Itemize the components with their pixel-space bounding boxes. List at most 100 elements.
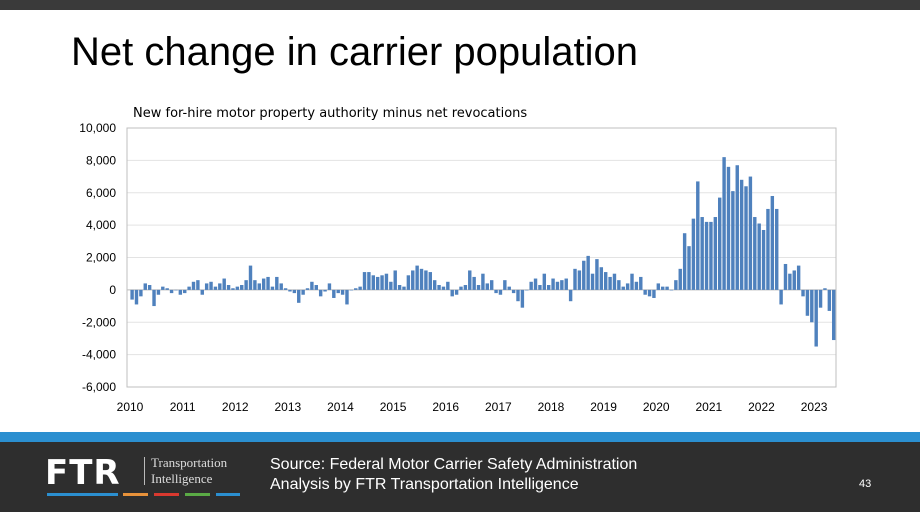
bar	[582, 260, 586, 290]
bar	[288, 289, 292, 292]
bar	[235, 286, 240, 290]
bar	[332, 289, 336, 298]
bar	[209, 281, 213, 290]
logo-color-line	[47, 493, 118, 496]
logo-color-line	[123, 493, 148, 496]
y-tick-label: 4,000	[86, 218, 116, 232]
bar	[191, 281, 196, 290]
bar-chart: 10,000 8,000 6,000 4,000 2,000 0 -2,000 -4,000 -…	[79, 121, 837, 414]
bar	[432, 280, 437, 290]
bar	[468, 270, 472, 290]
bar	[687, 246, 691, 290]
bar	[226, 285, 231, 290]
y-tick-label: -4,000	[82, 348, 116, 362]
bar	[718, 197, 722, 290]
bar	[200, 289, 204, 295]
x-tick-label: 2020	[643, 400, 670, 414]
bar	[498, 289, 503, 295]
bar	[178, 289, 183, 295]
bar	[253, 280, 257, 290]
page-number: 43	[859, 478, 872, 490]
chart-title: New for-hire motor property authority mi…	[133, 106, 528, 121]
bar	[722, 157, 726, 290]
bar	[305, 288, 310, 290]
bar	[384, 273, 389, 290]
bar	[630, 273, 634, 290]
bar	[818, 289, 823, 308]
bar	[805, 289, 810, 316]
bar	[222, 278, 226, 290]
bar	[380, 275, 384, 290]
bar	[691, 218, 696, 290]
bar	[349, 289, 354, 291]
bar	[134, 289, 139, 305]
bar	[231, 288, 235, 290]
bar	[152, 289, 156, 307]
bar	[489, 280, 494, 290]
bar	[314, 285, 318, 290]
bar	[603, 272, 608, 290]
bar	[555, 281, 560, 290]
bar	[283, 288, 288, 290]
bar	[292, 289, 297, 294]
y-tick-label: -2,000	[82, 315, 116, 329]
bar	[621, 286, 625, 290]
bar	[827, 289, 832, 311]
x-tick-label: 2016	[432, 400, 459, 414]
bar	[301, 289, 305, 295]
bar	[832, 289, 836, 341]
bar	[665, 286, 669, 290]
footer	[0, 442, 920, 512]
bar	[279, 283, 283, 290]
bar	[779, 289, 783, 305]
bar	[617, 280, 621, 290]
bar	[546, 285, 551, 290]
bar	[634, 281, 639, 290]
bar	[327, 283, 332, 290]
bar	[270, 286, 275, 290]
x-tick-label: 2021	[695, 400, 722, 414]
bar	[533, 278, 538, 290]
bar	[375, 276, 380, 290]
bar	[788, 273, 792, 290]
x-tick-label: 2011	[170, 400, 196, 414]
bar	[402, 286, 406, 290]
bar	[801, 289, 805, 297]
bar	[757, 223, 761, 290]
bar	[354, 288, 358, 290]
bar	[810, 289, 814, 323]
bar	[674, 280, 678, 290]
bar	[424, 270, 428, 290]
logo-line-1: Transportation	[151, 455, 228, 470]
bar	[213, 286, 218, 290]
x-tick-label: 2017	[485, 400, 512, 414]
bar	[147, 285, 152, 290]
bar	[770, 195, 775, 290]
bar	[310, 281, 314, 290]
bar	[503, 280, 507, 290]
y-tick-label: 10,000	[79, 121, 116, 135]
bar	[709, 221, 713, 290]
top-bar	[0, 0, 920, 10]
bar	[761, 229, 766, 290]
bar	[525, 289, 529, 291]
bar	[393, 270, 397, 290]
bar	[476, 285, 481, 290]
bar	[660, 286, 665, 290]
bar	[323, 289, 327, 292]
x-tick-label: 2019	[590, 400, 617, 414]
bar	[454, 289, 459, 295]
bar	[411, 270, 415, 290]
bar	[459, 286, 463, 290]
bar	[463, 285, 468, 290]
bar	[753, 217, 757, 290]
bar	[775, 208, 779, 290]
bar	[266, 276, 270, 290]
bar	[704, 221, 709, 290]
bar	[336, 289, 340, 294]
source-line-2: Analysis by FTR Transportation Intellige…	[270, 476, 579, 493]
bar	[612, 273, 617, 290]
bar	[340, 289, 345, 295]
x-tick-label: 2023	[801, 400, 828, 414]
bar	[735, 165, 739, 290]
